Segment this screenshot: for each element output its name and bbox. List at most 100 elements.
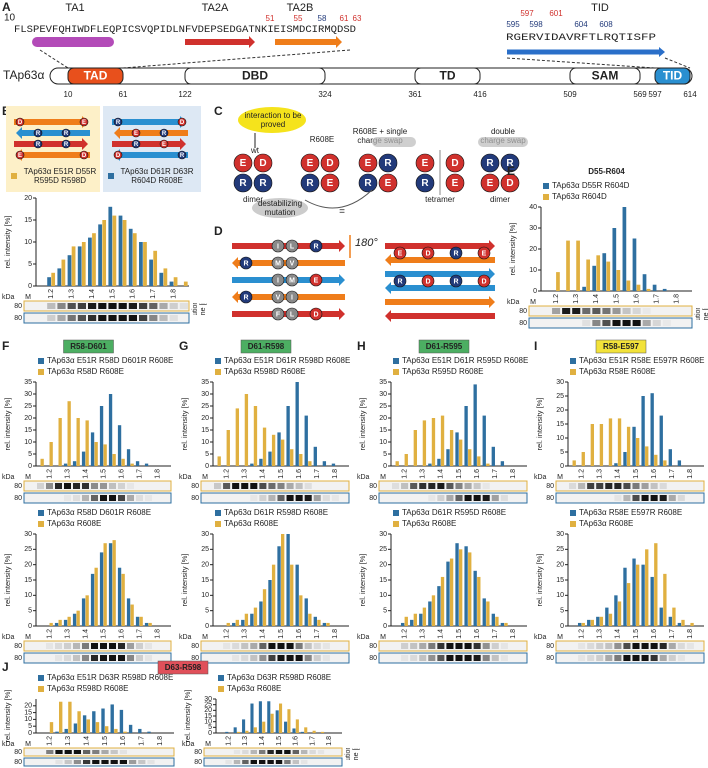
guide xyxy=(39,49,69,69)
legend-swatch xyxy=(11,173,17,179)
gel-unit: kDa xyxy=(179,634,192,641)
bar xyxy=(422,607,427,626)
y-axis-label: rel. intensity [%] xyxy=(180,398,189,451)
bar xyxy=(81,451,86,466)
bar xyxy=(641,396,645,466)
gel-band xyxy=(428,495,436,501)
y-tick-label: 20 xyxy=(24,415,32,422)
gel-band xyxy=(592,308,601,314)
gel-band xyxy=(464,655,472,661)
gel-band xyxy=(313,655,321,661)
bar xyxy=(250,613,254,626)
motif-label: TA2B xyxy=(287,2,314,14)
motif-label: TA1 xyxy=(65,2,84,14)
bar xyxy=(88,237,92,286)
gel-band xyxy=(592,320,601,326)
gel-band xyxy=(64,483,71,489)
tid-residue-number: 608 xyxy=(599,20,613,29)
gel-band xyxy=(129,760,137,764)
gel-band xyxy=(55,750,63,754)
y-tick-label: 25 xyxy=(204,702,212,709)
guide xyxy=(506,57,656,69)
gel-band xyxy=(145,643,152,649)
residue-letter: D xyxy=(313,311,318,318)
gel-band xyxy=(659,483,667,489)
bar xyxy=(308,461,312,466)
bar xyxy=(149,259,153,286)
highlight xyxy=(238,107,306,133)
x-tick-label: 1.6 xyxy=(296,629,303,639)
x-tick-label: 1.2 xyxy=(47,736,54,746)
residue-circle xyxy=(271,256,285,270)
bar xyxy=(437,586,441,626)
bar xyxy=(422,420,427,466)
gel-marker: M xyxy=(557,474,563,481)
bar xyxy=(281,439,285,466)
gel-band xyxy=(401,655,409,661)
bar xyxy=(455,543,459,626)
sequence: FLSPEVFQHIWDFLEQPICSVQPIDLNFVDEPSEDGATNK… xyxy=(14,24,356,36)
bar xyxy=(173,277,178,286)
x-tick-label: 1.6 xyxy=(651,629,658,639)
residue-circle xyxy=(449,274,463,288)
legend-label: TAp63α R608E xyxy=(579,519,633,528)
bar xyxy=(582,286,586,291)
residue-circle xyxy=(131,128,141,138)
gel-band xyxy=(623,483,631,489)
legend-label: TAp63α R608E xyxy=(402,519,456,528)
bar xyxy=(292,728,296,733)
bar xyxy=(404,454,408,466)
gel-band xyxy=(632,495,640,501)
gel-band xyxy=(91,643,98,649)
bar xyxy=(313,446,317,466)
gel-band xyxy=(118,643,125,649)
residue-circle xyxy=(285,239,299,253)
gel-band xyxy=(233,750,241,754)
residue-letter: E xyxy=(487,178,494,189)
gel-band xyxy=(464,643,472,649)
bar xyxy=(419,613,423,626)
x-tick-label: 1.8 xyxy=(332,469,339,479)
legend-swatch xyxy=(38,369,44,375)
bar xyxy=(244,394,249,466)
gel-band xyxy=(510,495,517,501)
gel-band xyxy=(602,308,611,314)
y-tick-label: 0 xyxy=(533,288,537,295)
x-tick-label: 1.8 xyxy=(687,629,694,639)
gel-band xyxy=(428,483,436,489)
residue-letter: R xyxy=(397,278,402,285)
x-tick-label: 1.7 xyxy=(314,469,321,479)
gel-unit: kDa xyxy=(357,474,370,481)
residue-letter: R xyxy=(364,178,372,189)
gel-band xyxy=(55,495,62,501)
gel-band xyxy=(139,303,148,309)
gel-band xyxy=(55,483,62,489)
gel-band xyxy=(587,495,594,501)
gel-band xyxy=(64,643,71,649)
domain xyxy=(569,67,641,85)
x-tick-label: 1.8 xyxy=(687,469,694,479)
arrow xyxy=(507,47,665,57)
gel-band xyxy=(446,643,454,649)
residue-circle xyxy=(421,246,435,260)
gel-band xyxy=(145,655,152,661)
arrow xyxy=(16,127,90,139)
legend-label: TAp63α R58E R608E xyxy=(579,367,656,376)
x-tick-label: 1.6 xyxy=(120,736,127,746)
y-tick-label: 25 xyxy=(379,546,387,553)
legend-swatch xyxy=(570,369,576,375)
gel-band xyxy=(473,643,481,649)
gel-band xyxy=(55,643,62,649)
legend-label: TAp63α D55R R604D xyxy=(552,181,630,190)
chip xyxy=(372,137,416,147)
gel-band xyxy=(295,495,303,501)
gel-marker: M xyxy=(25,294,31,301)
residue-letter: R xyxy=(506,158,514,169)
gel-band xyxy=(677,643,685,649)
gel-band xyxy=(473,483,481,489)
gel-band xyxy=(632,320,641,326)
gel-unit: kDa xyxy=(357,634,370,641)
gel-band xyxy=(313,643,321,649)
gel-band xyxy=(92,760,100,764)
gel-unit: kDa xyxy=(534,634,547,641)
